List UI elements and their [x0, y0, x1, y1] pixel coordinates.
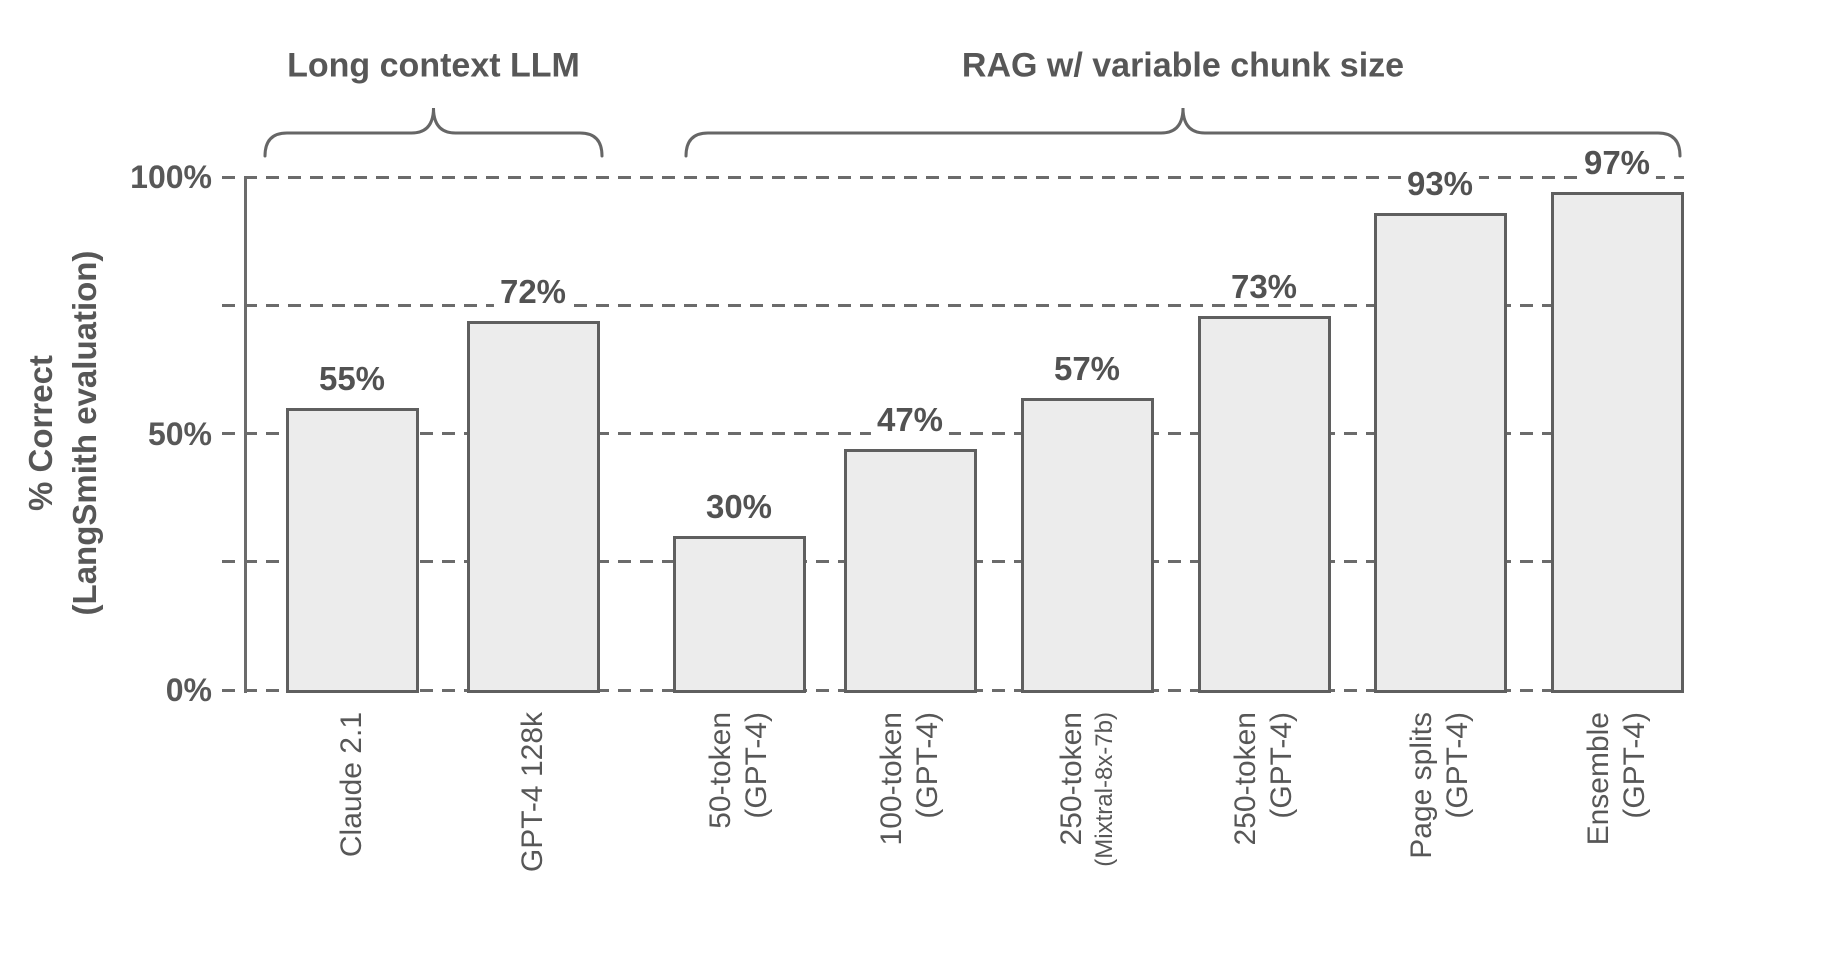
bar	[1020, 397, 1154, 693]
y-tick-label: 100%	[130, 159, 212, 195]
y-tick-label: 0%	[165, 672, 212, 708]
x-tick-label-line2: (GPT-4)	[1441, 712, 1474, 819]
bar	[1550, 192, 1684, 693]
x-tick-label: 250-token (GPT-4)	[1224, 712, 1304, 972]
bar-value-label: 30%	[699, 490, 779, 525]
group-brace	[263, 107, 604, 158]
bar	[672, 536, 806, 693]
y-tick-label: 50%	[147, 415, 212, 452]
x-tick-label: 250-token (Mixtral-8x-7b)	[1047, 712, 1127, 972]
x-tick-label-line1: 250-token	[1229, 712, 1262, 846]
gridline-100pct	[222, 175, 1684, 179]
group-title: Long context LLM	[287, 46, 580, 85]
y-axis-line	[244, 177, 247, 693]
bar	[285, 407, 419, 693]
gridline-75pct	[222, 303, 1684, 307]
x-tick-label-line1: 250-token	[1055, 712, 1088, 846]
group-brace	[684, 107, 1682, 158]
x-tick-label-line1: Ensemble	[1582, 712, 1615, 846]
bar-value-label: 97%	[1577, 146, 1657, 181]
bar-value-label: 57%	[1047, 351, 1127, 386]
y-axis-label-line1: % Correct	[22, 355, 59, 511]
x-tick-label-line2: (GPT-4)	[911, 712, 944, 819]
x-tick-label: Claude 2.1	[312, 712, 392, 972]
gridline-50pct	[222, 432, 1684, 435]
group-title: RAG w/ variable chunk size	[961, 46, 1405, 85]
x-tick-label-line2: (GPT-4)	[1618, 712, 1651, 819]
x-tick-label-line1: Page splits	[1405, 712, 1438, 859]
x-tick-label-line2: (GPT-4)	[1265, 712, 1298, 819]
bar-value-label: 47%	[870, 402, 950, 437]
bar	[843, 448, 977, 693]
x-tick-label-line2: (GPT-4)	[740, 712, 773, 819]
bar-value-label: 93%	[1400, 166, 1480, 201]
x-tick-label-line1: 50-token	[704, 712, 737, 829]
x-tick-label-line2: (Mixtral-8x-7b)	[1091, 712, 1118, 867]
bar-value-label: 55%	[312, 361, 392, 396]
x-tick-label: Ensemble (GPT-4)	[1577, 712, 1657, 972]
bar-value-label: 73%	[1224, 269, 1304, 304]
x-tick-label: 50-token (GPT-4)	[699, 712, 779, 972]
x-tick-label-line1: GPT-4 128k	[516, 712, 549, 873]
x-tick-label-line1: 100-token	[875, 712, 908, 846]
x-tick-label: Page splits (GPT-4)	[1400, 712, 1480, 972]
bar	[1373, 212, 1507, 693]
x-tick-label-line1: Claude 2.1	[335, 712, 368, 858]
x-tick-label: 100-token (GPT-4)	[870, 712, 950, 972]
bar	[1197, 315, 1331, 693]
group-braces	[263, 107, 1682, 158]
bar	[466, 320, 600, 693]
x-tick-label: GPT-4 128k	[493, 712, 573, 972]
bar-value-label: 72%	[493, 274, 573, 309]
